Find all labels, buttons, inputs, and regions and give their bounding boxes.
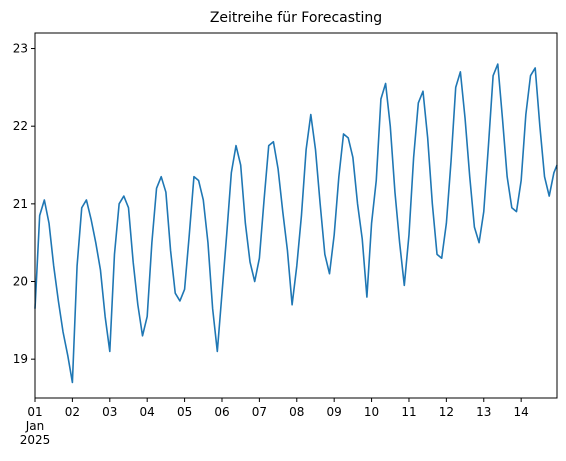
y-tick-label: 19 [13, 352, 28, 366]
x-tick-sublabel: Jan [25, 419, 45, 433]
x-tick-label: 06 [214, 405, 229, 419]
y-tick-label: 20 [13, 275, 28, 289]
x-tick-label: 03 [102, 405, 117, 419]
x-tick-label: 09 [327, 405, 342, 419]
x-tick-sublabel: 2025 [20, 433, 51, 447]
y-tick-label: 22 [13, 119, 28, 133]
x-tick-label: 04 [140, 405, 155, 419]
x-tick-label: 13 [476, 405, 491, 419]
x-tick-label: 05 [177, 405, 192, 419]
x-tick-label: 14 [514, 405, 529, 419]
x-tick-label: 10 [364, 405, 379, 419]
x-tick-label: 01 [27, 405, 42, 419]
y-tick-label: 21 [13, 197, 28, 211]
y-tick-label: 23 [13, 42, 28, 56]
chart-title: Zeitreihe für Forecasting [210, 10, 382, 26]
x-tick-label: 07 [252, 405, 267, 419]
x-tick-label: 11 [401, 405, 416, 419]
x-tick-label: 08 [289, 405, 304, 419]
plot-frame [34, 32, 558, 399]
series-layer [34, 63, 558, 384]
x-tick-label: 02 [65, 405, 80, 419]
x-tick-label: 12 [439, 405, 454, 419]
series-line-0 [34, 63, 558, 384]
